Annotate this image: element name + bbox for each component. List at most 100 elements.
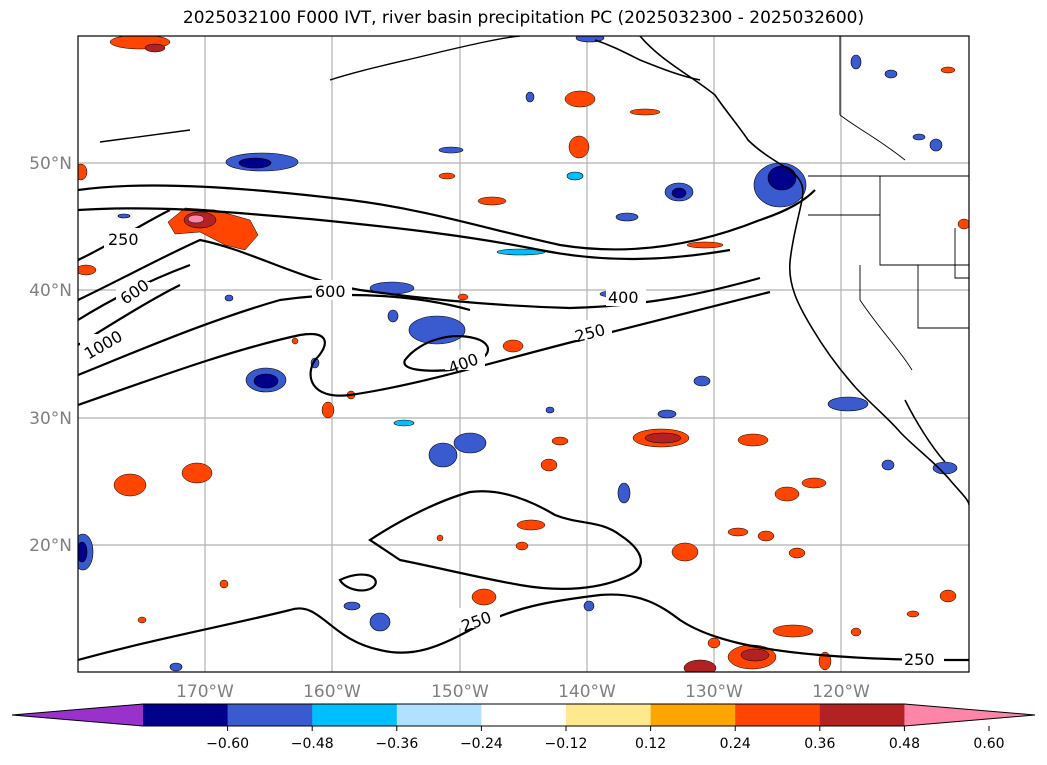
pos-blob xyxy=(291,337,299,345)
colorbar-tick-label: −0.60 xyxy=(206,736,249,752)
pos-blob xyxy=(502,339,524,353)
lon-label-130w: 130°W xyxy=(685,682,743,702)
ivt-contour-250-south xyxy=(368,490,642,590)
ivt-contour-400-island xyxy=(403,335,489,372)
pos-blob xyxy=(144,43,166,53)
pos-blob xyxy=(740,648,770,662)
pos-blob xyxy=(957,218,969,230)
positive-pc-areas xyxy=(78,36,969,672)
pos-blob xyxy=(671,542,699,562)
contour-label: 250 xyxy=(108,230,139,249)
pos-blob xyxy=(801,477,827,489)
pos-blob xyxy=(772,624,814,638)
neg-blob xyxy=(525,91,535,103)
neg-blob xyxy=(583,600,595,612)
pos-blob xyxy=(737,433,769,447)
pos-blob xyxy=(113,473,147,497)
colorbar-tick-label: 0.48 xyxy=(889,736,920,752)
lon-labels: 170°W 160°W 150°W 140°W 130°W 120°W xyxy=(176,682,870,702)
colorbar-extend-max xyxy=(904,704,1035,726)
contour-label: 600 xyxy=(315,282,346,301)
ivt-contour-small xyxy=(338,573,377,592)
coastline xyxy=(99,36,969,506)
colorbar-segment xyxy=(396,704,482,726)
pos-blob xyxy=(321,401,335,419)
pos-blob xyxy=(471,588,497,606)
pos-blob xyxy=(187,214,205,224)
pos-blob xyxy=(757,530,775,542)
pos-blob xyxy=(219,579,229,589)
baja-inner xyxy=(904,399,946,463)
pos-blob xyxy=(788,547,806,559)
colorbar-segment xyxy=(650,704,736,726)
lat-labels: 50°N 40°N 30°N 20°N xyxy=(29,154,72,556)
gridlines xyxy=(78,36,969,672)
pos-blob xyxy=(436,534,444,542)
colorbar-tick-label: 0.12 xyxy=(635,736,666,752)
neg-blob xyxy=(393,419,415,427)
pos-blob xyxy=(438,172,456,180)
pos-blob xyxy=(515,541,529,551)
ivt-contour-400-north xyxy=(78,207,731,261)
lon-label-150w: 150°W xyxy=(431,682,489,702)
neg-blob xyxy=(117,213,131,219)
negative-pc-areas xyxy=(78,36,958,672)
neg-blob xyxy=(438,146,464,154)
pos-blob xyxy=(774,486,800,502)
aleutian-west xyxy=(99,129,191,143)
map-frame xyxy=(77,35,970,673)
border-states-3 xyxy=(917,265,969,329)
neg-blob xyxy=(617,482,631,504)
ivt-contour-250-mid xyxy=(78,290,771,407)
neg-blob xyxy=(767,165,797,191)
neg-blob xyxy=(253,373,279,389)
lat-label-30n: 30°N xyxy=(29,409,72,429)
neg-blob xyxy=(428,442,458,468)
neg-blob xyxy=(657,409,677,419)
neg-blob xyxy=(575,36,605,43)
colorbar: −0.60 −0.48 −0.36 −0.24 −0.12 0.12 0.24 0.36 0.4… xyxy=(11,703,1036,752)
pos-blob xyxy=(516,519,546,531)
pos-blob xyxy=(568,135,590,159)
pos-blob xyxy=(457,293,469,301)
lon-label-140w: 140°W xyxy=(558,682,616,702)
neg-blob xyxy=(929,138,943,152)
pos-blob xyxy=(707,637,721,649)
aleutian-chain xyxy=(329,36,521,81)
colorbar-segment xyxy=(566,704,652,726)
colorbar-tick-label: −0.24 xyxy=(460,736,503,752)
lon-label-160w: 160°W xyxy=(303,682,361,702)
pos-blob xyxy=(906,610,920,618)
pos-blob xyxy=(551,436,569,446)
colorbar-segment xyxy=(735,704,821,726)
neg-blob xyxy=(343,601,361,611)
neg-blob xyxy=(693,375,711,387)
lon-label-120w: 120°W xyxy=(812,682,870,702)
contour-labels: 250 600 1000 600 400 400 250 250 250 xyxy=(80,228,944,669)
ivt-contour-250-north xyxy=(78,184,816,251)
contour-label: 250 xyxy=(904,650,935,669)
colorbar-extend-min xyxy=(12,704,143,726)
border-bc xyxy=(839,114,906,161)
pos-blob xyxy=(137,616,147,624)
lon-label-170w: 170°W xyxy=(176,682,234,702)
colorbar-tick-label: −0.36 xyxy=(375,736,418,752)
colorbar-segment xyxy=(227,704,313,726)
border-states-5 xyxy=(954,228,969,279)
neg-blob xyxy=(369,612,391,632)
ivt-contour-250-bottom xyxy=(78,593,969,662)
contour-label: 400 xyxy=(608,288,639,307)
pos-blob xyxy=(477,196,507,206)
neg-blob xyxy=(827,396,869,412)
neg-blob xyxy=(545,406,555,414)
neg-blob xyxy=(881,459,895,471)
neg-blob xyxy=(566,171,584,181)
pos-blob xyxy=(644,432,682,444)
colorbar-tick-label: 0.36 xyxy=(804,736,835,752)
colorbar-tick-label: −0.12 xyxy=(545,736,588,752)
neg-blob xyxy=(238,157,272,169)
neg-blob xyxy=(78,541,88,563)
neg-blob xyxy=(850,54,862,70)
lat-label-40n: 40°N xyxy=(29,281,72,301)
